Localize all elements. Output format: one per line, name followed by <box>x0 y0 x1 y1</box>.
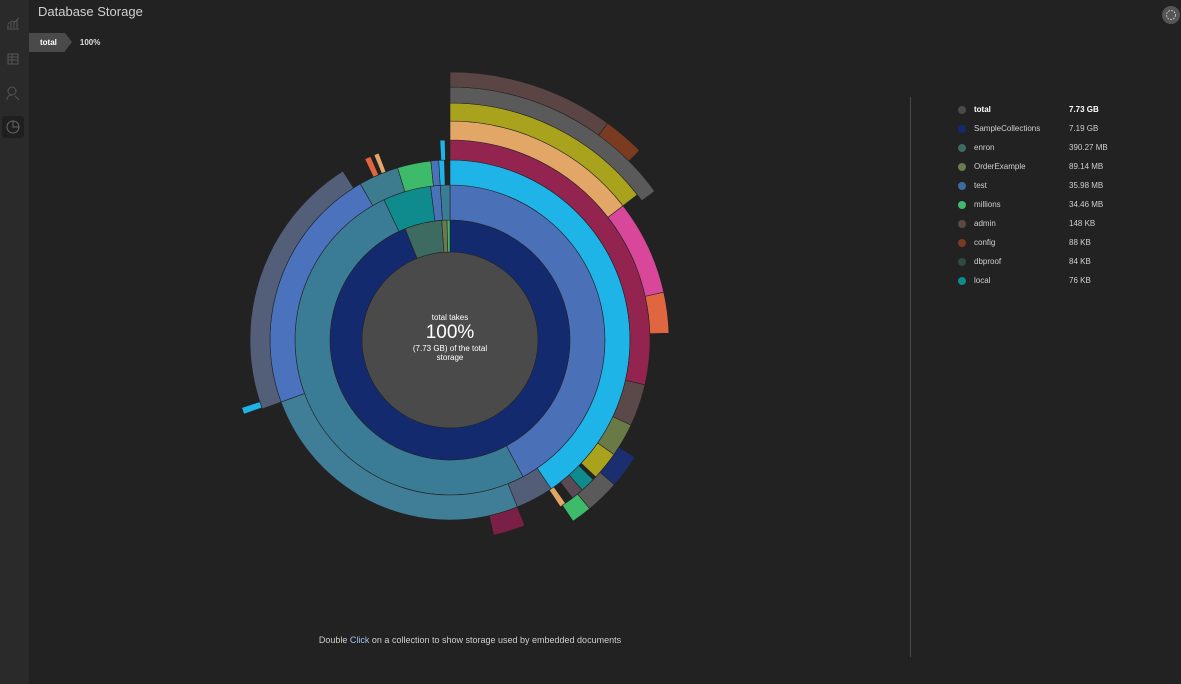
legend-item[interactable]: dbproof 84 KB <box>958 252 1108 271</box>
pie-chart-icon[interactable] <box>2 116 24 138</box>
legend-item[interactable]: millions 34.46 MB <box>958 195 1108 214</box>
legend: total 7.73 GB SampleCollections 7.19 GB en… <box>958 100 1108 290</box>
center-caption: total takes <box>431 313 469 322</box>
center-storage: storage <box>436 353 464 362</box>
table-icon[interactable] <box>2 48 24 70</box>
legend-size: 148 KB <box>1069 219 1096 228</box>
legend-item[interactable]: OrderExample 89.14 MB <box>958 157 1108 176</box>
legend-name: local <box>974 276 991 285</box>
sunburst-segment[interactable] <box>548 486 566 508</box>
hint-click: Click <box>349 635 370 645</box>
legend-size: 34.46 MB <box>1069 200 1104 209</box>
sidebar <box>0 0 29 684</box>
search-user-icon[interactable] <box>2 82 24 104</box>
center-summary: total takes 100% (7.73 GB) of the total … <box>380 313 520 362</box>
legend-size: 390.27 MB <box>1069 143 1108 152</box>
legend-dot <box>958 219 966 228</box>
chart-icon[interactable] <box>2 12 24 34</box>
legend-dot <box>958 276 966 285</box>
legend-item[interactable]: enron 390.27 MB <box>958 138 1108 157</box>
legend-name: dbproof <box>974 257 1002 266</box>
legend-name: millions <box>974 200 1001 209</box>
sunburst-segment[interactable] <box>241 401 263 415</box>
legend-item[interactable]: config 88 KB <box>958 233 1108 252</box>
legend-size: 35.98 MB <box>1069 181 1104 190</box>
legend-size: 7.19 GB <box>1069 124 1099 133</box>
hint-suffix: on a collection to show storage used by … <box>369 635 622 645</box>
sunburst-segment[interactable] <box>438 159 446 186</box>
sunburst-segment[interactable] <box>598 122 640 162</box>
center-percent: 100% <box>425 322 475 343</box>
center-size: (7.73 GB) of the total <box>412 344 488 353</box>
legend-name: total <box>974 105 991 114</box>
legend-name: config <box>974 238 996 247</box>
legend-size: 88 KB <box>1069 238 1091 247</box>
legend-item[interactable]: SampleCollections 7.19 GB <box>958 119 1108 138</box>
sunburst-segment[interactable] <box>439 139 446 161</box>
breadcrumb: total 100% <box>29 33 100 52</box>
page-title: Database Storage <box>38 4 143 19</box>
legend-name: enron <box>974 143 995 152</box>
legend-item[interactable]: test 35.98 MB <box>958 176 1108 195</box>
legend-size: 76 KB <box>1069 276 1091 285</box>
legend-size: 89.14 MB <box>1069 162 1104 171</box>
breadcrumb-item[interactable]: total <box>29 33 72 52</box>
legend-dot <box>958 162 966 171</box>
legend-dot <box>958 238 966 247</box>
center-circle[interactable] <box>362 252 538 428</box>
legend-name: SampleCollections <box>974 124 1041 133</box>
sunburst-segment[interactable] <box>562 493 591 522</box>
hint-text: Double Click on a collection to show sto… <box>0 635 940 645</box>
sunburst-segment[interactable] <box>249 170 354 410</box>
legend-dot <box>958 257 966 266</box>
legend-name: test <box>974 181 987 190</box>
sunburst-segment[interactable] <box>644 291 670 335</box>
legend-dot <box>958 200 966 209</box>
sunburst-chart <box>241 71 670 536</box>
sunburst-segment[interactable] <box>364 156 379 178</box>
hint-prefix: Double <box>318 635 350 645</box>
sunburst-segment[interactable] <box>373 152 387 174</box>
legend-dot <box>958 124 966 133</box>
sunburst-segment[interactable] <box>488 506 526 536</box>
legend-name: OrderExample <box>974 162 1026 171</box>
legend-item[interactable]: total 7.73 GB <box>958 100 1108 119</box>
settings-icon[interactable] <box>1162 6 1180 24</box>
legend-dot <box>958 143 966 152</box>
sunburst-segment[interactable] <box>446 219 451 253</box>
legend-item[interactable]: admin 148 KB <box>958 214 1108 233</box>
breadcrumb-percent: 100% <box>79 38 101 47</box>
legend-dot <box>958 181 966 190</box>
divider <box>910 97 911 657</box>
legend-name: admin <box>974 219 996 228</box>
legend-size: 7.73 GB <box>1069 105 1099 114</box>
legend-dot <box>958 105 966 114</box>
legend-item[interactable]: local 76 KB <box>958 271 1108 290</box>
legend-size: 84 KB <box>1069 257 1091 266</box>
